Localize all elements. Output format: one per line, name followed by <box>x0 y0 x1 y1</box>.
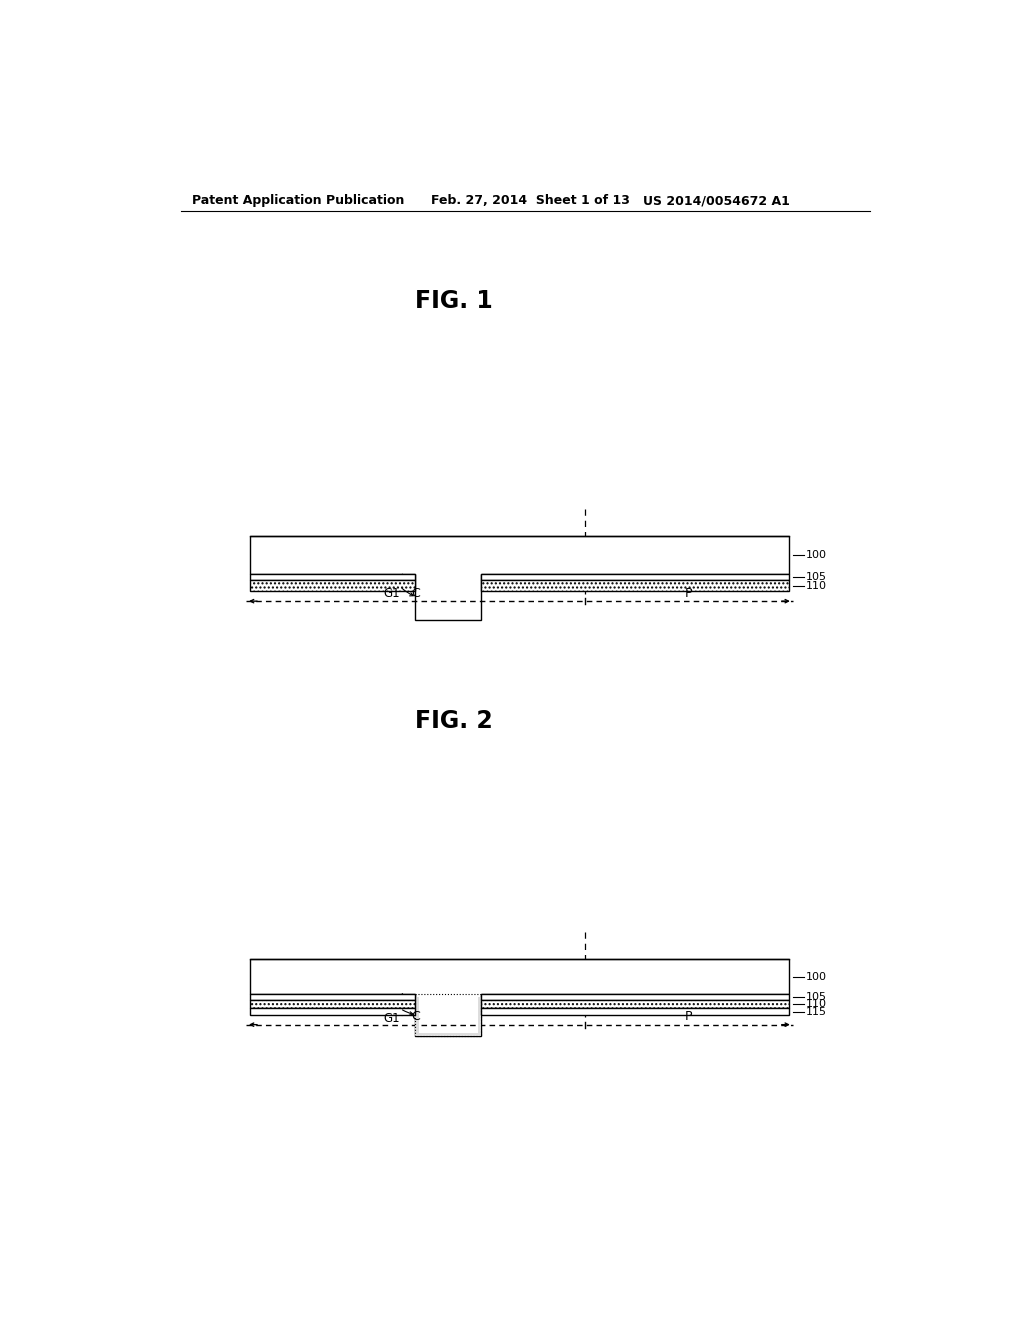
Polygon shape <box>250 536 788 620</box>
Bar <box>416 997 419 1036</box>
Text: 100: 100 <box>806 972 826 982</box>
Bar <box>481 581 788 591</box>
Text: Patent Application Publication: Patent Application Publication <box>193 194 404 207</box>
Text: 110: 110 <box>806 581 826 591</box>
Bar <box>478 997 481 1036</box>
Text: FIG. 1: FIG. 1 <box>415 289 493 313</box>
Bar <box>481 574 788 581</box>
Bar <box>250 532 788 536</box>
Text: US 2014/0054672 A1: US 2014/0054672 A1 <box>643 194 790 207</box>
Bar <box>416 994 481 1036</box>
Text: 105: 105 <box>806 991 826 1002</box>
Text: C: C <box>411 586 420 599</box>
Text: 100: 100 <box>806 550 826 560</box>
Text: Feb. 27, 2014  Sheet 1 of 13: Feb. 27, 2014 Sheet 1 of 13 <box>431 194 630 207</box>
Text: G1: G1 <box>383 587 400 601</box>
Text: C: C <box>411 1010 420 1023</box>
Bar <box>481 1001 788 1008</box>
Text: P: P <box>685 586 692 599</box>
Bar <box>481 1008 788 1015</box>
Text: FIG. 2: FIG. 2 <box>415 709 493 733</box>
Bar <box>481 994 788 1001</box>
Bar <box>250 1001 416 1008</box>
Bar <box>416 1034 481 1036</box>
Bar <box>250 1008 416 1015</box>
Polygon shape <box>250 960 788 1036</box>
Text: P: P <box>685 1010 692 1023</box>
Text: G1: G1 <box>383 1011 400 1024</box>
Bar <box>250 574 416 581</box>
Text: 110: 110 <box>806 999 826 1010</box>
Text: 115: 115 <box>806 1007 826 1016</box>
Text: 105: 105 <box>806 573 826 582</box>
Bar <box>250 994 416 1001</box>
Bar <box>250 581 416 591</box>
